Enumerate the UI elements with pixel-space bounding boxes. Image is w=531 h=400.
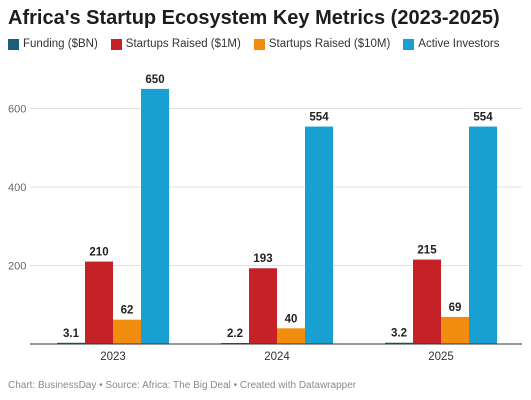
bar <box>141 88 169 344</box>
bar <box>113 319 141 344</box>
y-tick-label: 400 <box>8 182 26 194</box>
x-tick-label: 2024 <box>264 351 290 363</box>
legend-swatch <box>253 38 265 50</box>
bar <box>469 126 497 345</box>
bar <box>441 316 469 344</box>
legend-item: Startups Raised ($10M) <box>253 38 391 50</box>
data-label: 62 <box>121 305 134 317</box>
legend-swatch <box>8 38 19 50</box>
legend-swatch <box>110 38 122 50</box>
bar <box>385 342 413 344</box>
y-tick-label: 200 <box>8 261 26 273</box>
data-label: 3.1 <box>63 328 80 340</box>
bar <box>85 261 113 344</box>
chart-footer: Chart: BusinessDay • Source: Africa: The… <box>8 380 357 391</box>
bar-chart: 200 400 600 3.1 210 62 650 2023 2.2 193 40 554 2024 3… <box>8 74 522 363</box>
data-label: 193 <box>253 253 272 265</box>
legend-label: Active Investors <box>418 38 500 50</box>
data-label: 554 <box>473 112 493 124</box>
y-tick-label: 600 <box>8 104 26 116</box>
data-label: 210 <box>89 247 108 259</box>
data-label: 69 <box>449 302 462 314</box>
legend-label: Startups Raised ($1M) <box>125 38 241 50</box>
x-tick-label: 2023 <box>100 351 126 363</box>
bar <box>57 342 85 344</box>
legend-label: Funding ($BN) <box>23 38 98 50</box>
legend: Funding ($BN) Startups Raised ($1M) Startu… <box>8 38 499 50</box>
legend-item: Active Investors <box>403 38 499 50</box>
bar <box>277 328 305 344</box>
data-label: 650 <box>145 74 164 86</box>
data-label: 554 <box>309 112 329 124</box>
data-label: 2.2 <box>227 328 243 340</box>
legend-swatch <box>403 38 415 50</box>
bar <box>305 126 333 345</box>
bar <box>249 268 277 344</box>
legend-label: Startups Raised ($10M) <box>268 38 391 50</box>
bar <box>413 259 441 344</box>
x-tick-label: 2025 <box>428 351 454 363</box>
legend-item: Startups Raised ($1M) <box>110 38 241 50</box>
data-label: 215 <box>417 245 437 257</box>
legend-item: Funding ($BN) <box>8 38 98 50</box>
data-label: 40 <box>285 313 298 325</box>
chart-title: Africa's Startup Ecosystem Key Metrics (… <box>8 7 500 29</box>
data-label: 3.2 <box>391 328 407 340</box>
